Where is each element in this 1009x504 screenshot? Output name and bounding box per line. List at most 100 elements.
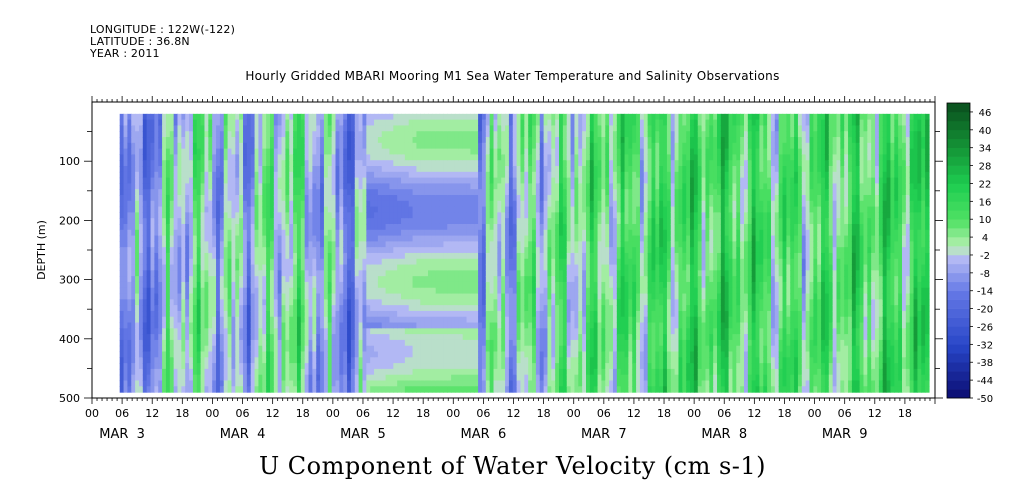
x-hour-tick-label: 18 — [777, 407, 791, 420]
colorbar-label: -38 — [977, 358, 993, 369]
colorbar-swatch — [947, 335, 970, 345]
latitude-label: LATITUDE : 36.8N — [90, 35, 190, 48]
colorbar-label: 22 — [979, 179, 992, 190]
y-tick-label: 100 — [59, 155, 80, 168]
x-hour-tick-label: 12 — [868, 407, 882, 420]
colorbar-swatch — [947, 120, 970, 131]
x-hour-tick-label: 00 — [687, 407, 701, 420]
x-hour-tick-label: 12 — [747, 407, 761, 420]
colorbar-swatch — [947, 237, 970, 247]
colorbar-swatch — [947, 290, 970, 300]
colorbar-swatch — [947, 389, 970, 399]
colorbar-label: 46 — [979, 108, 992, 119]
colorbar-swatch — [947, 272, 970, 283]
colorbar-label: -14 — [977, 287, 993, 298]
chart-title: Hourly Gridded MBARI Mooring M1 Sea Wate… — [245, 69, 780, 83]
colorbar-swatch — [947, 192, 970, 202]
x-hour-tick-label: 00 — [808, 407, 822, 420]
x-hour-tick-label: 06 — [717, 407, 731, 420]
colorbar-swatch — [947, 281, 970, 292]
x-hour-tick-label: 00 — [326, 407, 340, 420]
colorbar-swatch — [947, 353, 970, 363]
x-hour-tick-label: 06 — [356, 407, 370, 420]
colorbar-swatch — [947, 165, 970, 175]
x-hour-tick-label: 00 — [567, 407, 581, 420]
colorbar-swatch — [947, 380, 970, 390]
x-hour-tick-label: 06 — [115, 407, 129, 420]
colorbar-swatch — [947, 362, 970, 372]
y-tick-label: 300 — [59, 274, 80, 287]
colorbar-swatch — [947, 129, 970, 140]
x-hour-tick-label: 18 — [175, 407, 189, 420]
longitude-label: LONGITUDE : 122W(-122) — [90, 23, 236, 36]
colorbar-swatch — [947, 103, 970, 113]
colorbar: 46 40 34 28 22 16 10 4 -2 -8 -14 -20 -26 -32 -38 -44 -50 — [946, 102, 993, 405]
colorbar-swatch — [947, 219, 970, 229]
x-hour-tick-label: 12 — [507, 407, 521, 420]
colorbar-label: 16 — [979, 197, 992, 208]
colorbar-label: -44 — [977, 376, 993, 387]
x-hour-tick-label: 18 — [898, 407, 912, 420]
x-axis-label: U Component of Water Velocity (cm s-1) — [258, 452, 767, 480]
colorbar-swatch — [947, 263, 970, 274]
x-hour-tick-label: 12 — [627, 407, 641, 420]
x-day-label: MAR 8 — [701, 427, 747, 442]
y-tick-label: 500 — [59, 392, 80, 405]
colorbar-swatch — [947, 174, 970, 184]
x-hour-tick-label: 00 — [205, 407, 219, 420]
colorbar-swatch — [947, 138, 970, 148]
colorbar-label: -32 — [977, 340, 993, 351]
colorbar-swatch — [947, 156, 970, 166]
x-hour-tick-label: 12 — [386, 407, 400, 420]
colorbar-swatch — [947, 299, 970, 309]
x-hour-tick-label: 06 — [236, 407, 250, 420]
x-hour-tick-label: 18 — [537, 407, 551, 420]
y-tick-label: 400 — [59, 333, 80, 346]
colorbar-label: 28 — [979, 162, 992, 173]
year-label: YEAR : 2011 — [90, 47, 160, 60]
x-day-label: MAR 7 — [581, 427, 627, 442]
colorbar-swatch — [947, 326, 970, 336]
x-hour-tick-label: 18 — [416, 407, 430, 420]
x-hour-tick-label: 18 — [296, 407, 310, 420]
colorbar-swatch — [947, 183, 970, 193]
colorbar-swatch — [947, 308, 970, 318]
colorbar-label: 40 — [979, 126, 992, 137]
x-hour-tick-label: 12 — [145, 407, 159, 420]
y-axis-label: DEPTH (m) — [35, 220, 48, 280]
x-hour-tick-label: 06 — [597, 407, 611, 420]
colorbar-label: -20 — [977, 305, 993, 316]
x-day-label: MAR 3 — [99, 427, 145, 442]
x-hour-tick-label: 06 — [476, 407, 490, 420]
colorbar-label: -8 — [980, 269, 990, 280]
colorbar-swatch — [947, 317, 970, 327]
colorbar-swatch — [947, 228, 970, 238]
colorbar-label: -50 — [977, 394, 993, 405]
colorbar-swatch — [947, 371, 970, 381]
axes: 00 06 12 18 00 06 12 18 00 06 12 18 00 06 12 18 00 06 12 18… — [59, 96, 943, 442]
colorbar-label: -26 — [977, 322, 993, 333]
x-day-label: MAR 5 — [340, 427, 386, 442]
x-day-label: MAR 6 — [461, 427, 507, 442]
colorbar-swatch — [947, 210, 970, 220]
y-tick-label: 200 — [59, 214, 80, 227]
colorbar-swatch — [947, 147, 970, 157]
x-day-label: MAR 9 — [822, 427, 868, 442]
colorbar-swatch — [947, 254, 970, 265]
x-hour-tick-label: 12 — [266, 407, 280, 420]
colorbar-label: 34 — [979, 144, 992, 155]
x-hour-tick-label: 18 — [657, 407, 671, 420]
colorbar-swatch — [947, 201, 970, 211]
colorbar-label: 10 — [979, 215, 992, 226]
heatmap-field — [119, 113, 930, 393]
colorbar-label: 4 — [982, 233, 988, 244]
colorbar-swatch — [947, 344, 970, 354]
colorbar-swatch — [947, 246, 970, 256]
x-hour-tick-label: 06 — [838, 407, 852, 420]
x-hour-tick-label: 00 — [446, 407, 460, 420]
colorbar-swatch — [947, 111, 970, 122]
x-hour-tick-label: 00 — [85, 407, 99, 420]
x-day-label: MAR 4 — [220, 427, 266, 442]
colorbar-label: -2 — [980, 251, 990, 262]
